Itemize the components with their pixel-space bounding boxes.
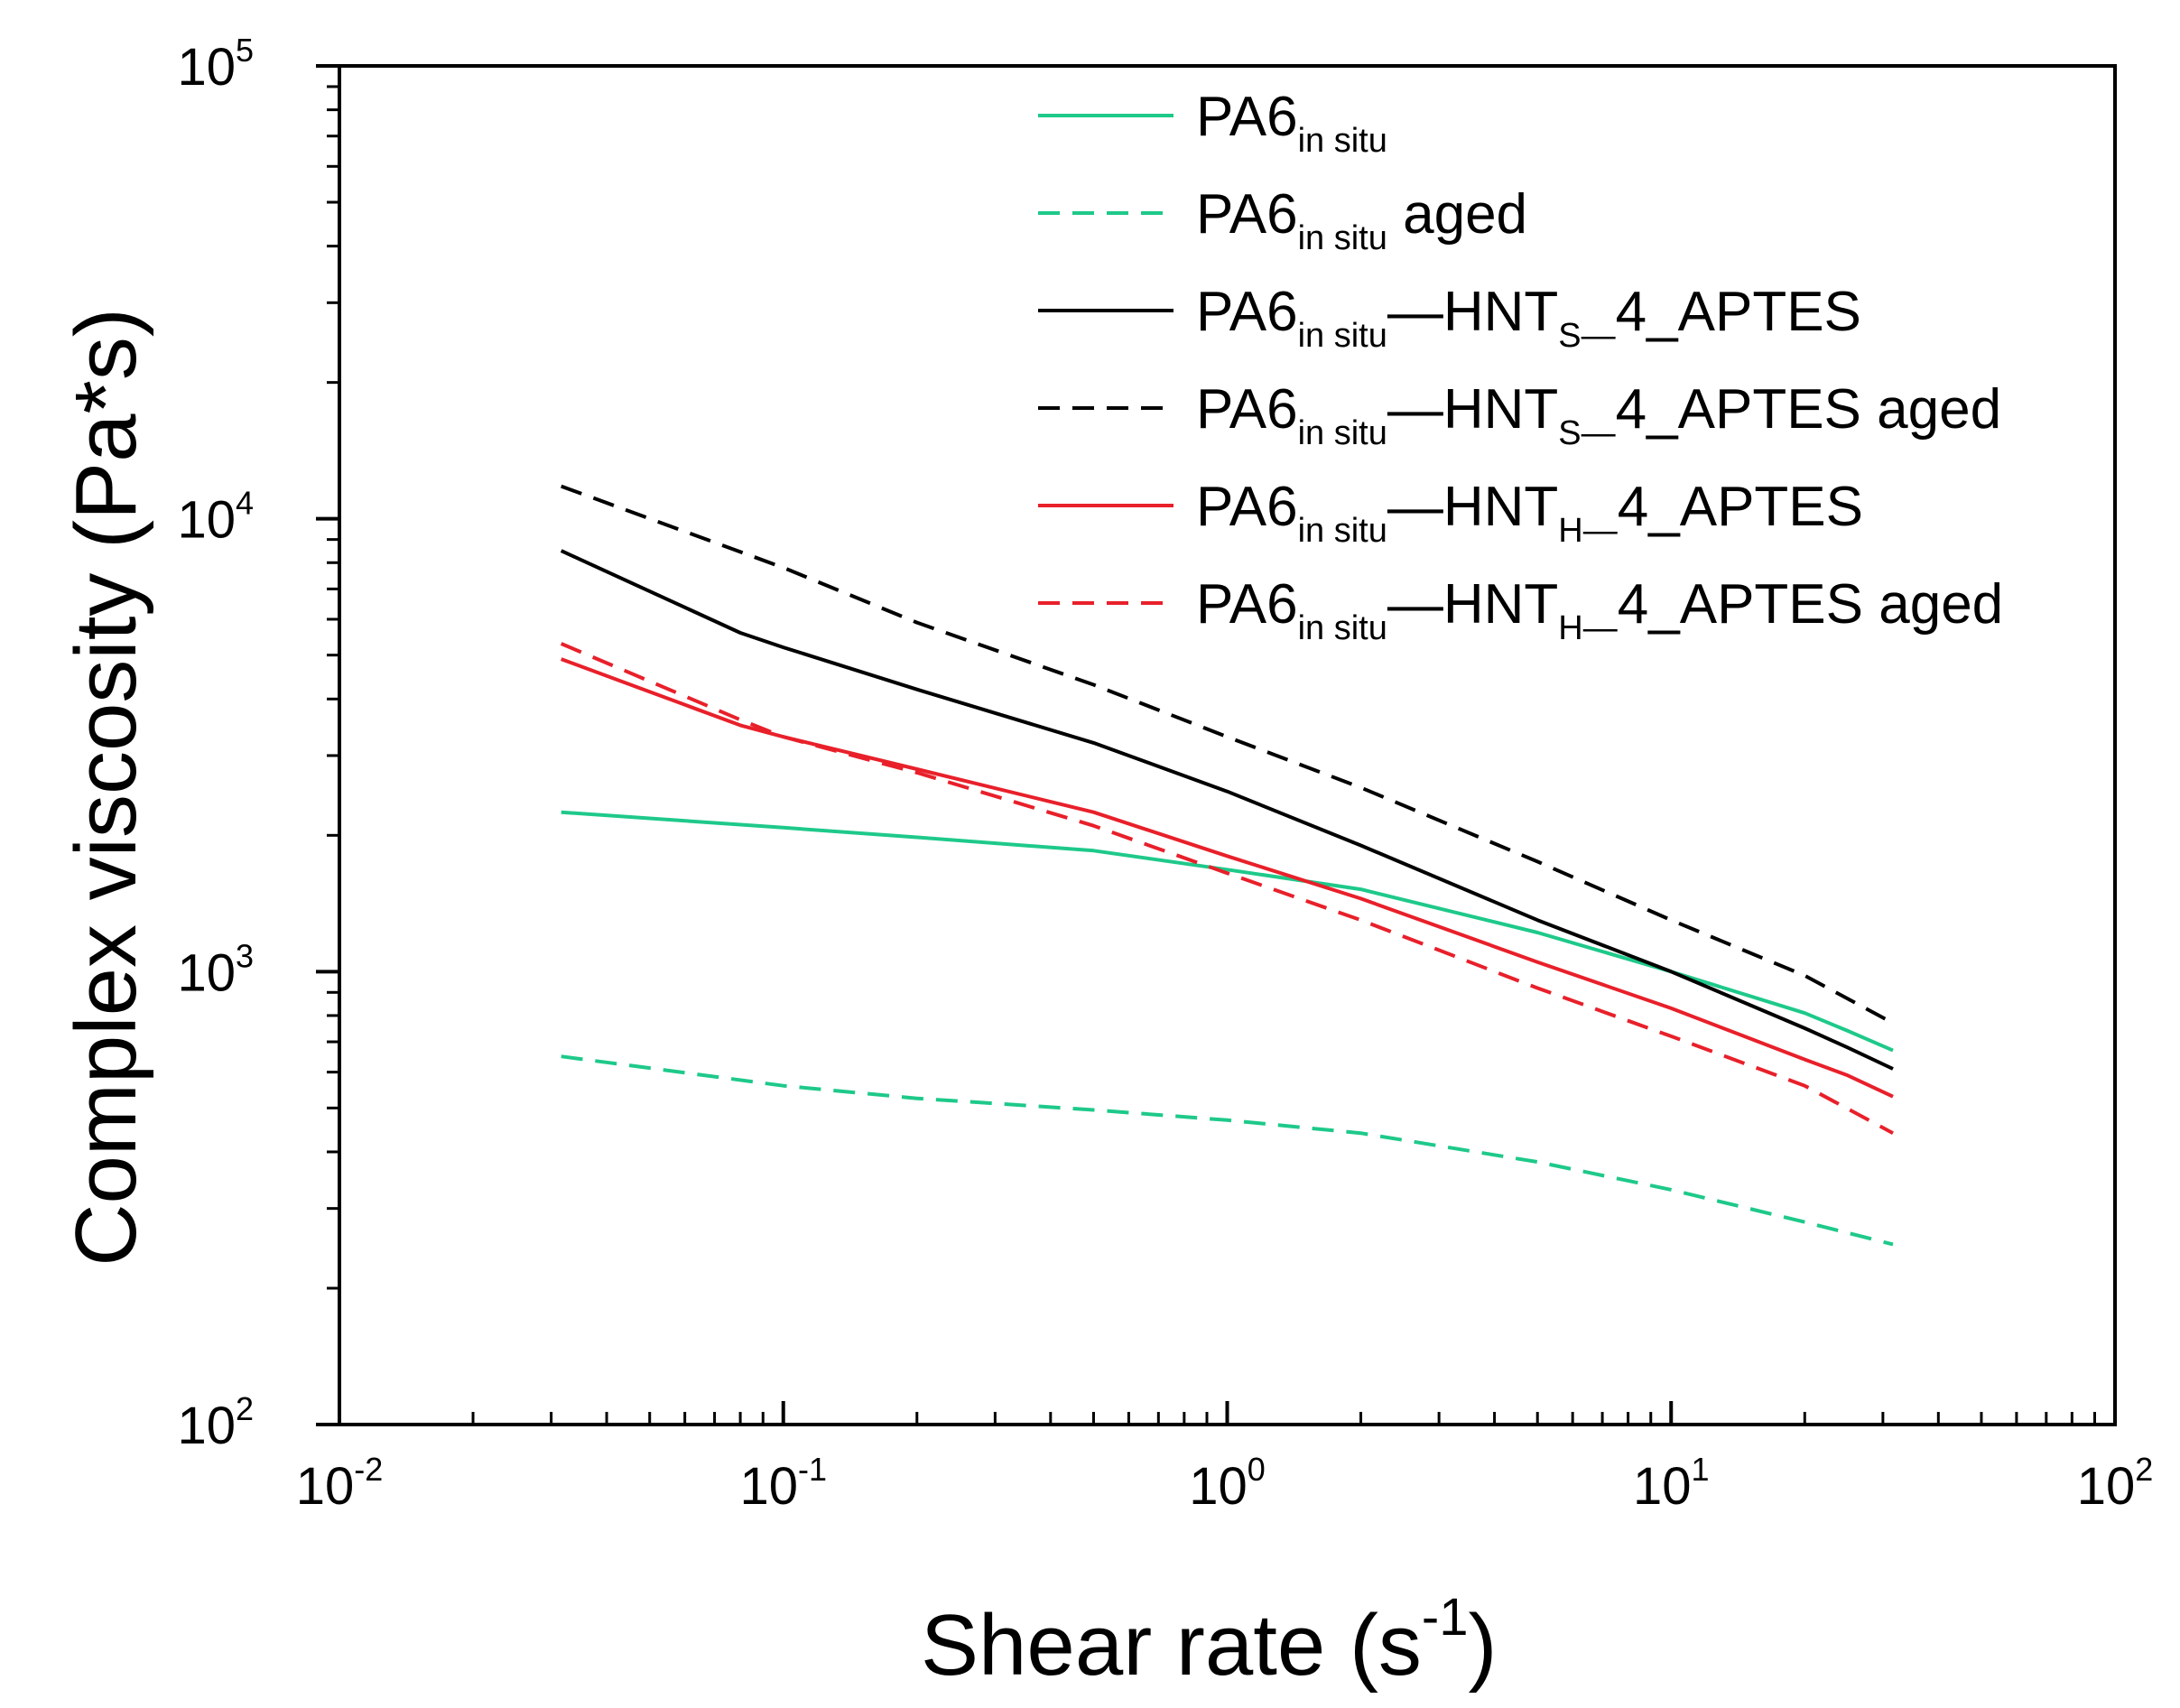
legend-sub: in situ xyxy=(1298,609,1387,647)
legend-main: PA6 xyxy=(1196,476,1298,538)
legend-sub: in situ xyxy=(1298,122,1387,160)
legend-label-1: PA6in situ xyxy=(1196,86,1387,160)
legend-tail: 4_APTES aged xyxy=(1618,573,2003,636)
legend-sub: in situ xyxy=(1298,317,1387,355)
y-tick-base: 10 xyxy=(177,38,236,97)
y-tick-base: 10 xyxy=(177,1397,236,1455)
x-tick-exp: 0 xyxy=(1248,1451,1266,1488)
legend-main: PA6 xyxy=(1196,573,1298,636)
x-tick-label: 10-1 xyxy=(739,1451,827,1516)
legend-label-3: PA6in situ—HNTS—4_APTES xyxy=(1196,281,1861,355)
x-axis-title-exp: -1 xyxy=(1422,1588,1469,1647)
legend-main: PA6 xyxy=(1196,378,1298,441)
legend-mid: —HNT xyxy=(1387,378,1558,441)
legend-tail: aged xyxy=(1387,183,1527,246)
legend-main: PA6 xyxy=(1196,86,1298,148)
legend-tail: 4_APTES xyxy=(1616,281,1861,343)
x-axis-title-main: Shear rate (s xyxy=(921,1597,1422,1694)
legend-sub: S— xyxy=(1558,317,1615,355)
legend-mid: —HNT xyxy=(1387,281,1558,343)
x-tick-base: 10 xyxy=(2077,1457,2136,1516)
legend-sub: in situ xyxy=(1298,219,1387,257)
y-tick-exp: 3 xyxy=(236,937,254,974)
legend-label-5: PA6in situ—HNTH—4_APTES xyxy=(1196,476,1863,550)
x-tick-label: 10-2 xyxy=(296,1451,384,1516)
series-line-2 xyxy=(561,1054,1894,1247)
x-axis-title-close: ) xyxy=(1468,1597,1497,1694)
legend-tail: 4_APTES xyxy=(1618,476,1863,538)
series-line-4 xyxy=(561,484,1894,1026)
y-tick-exp: 5 xyxy=(236,32,254,69)
legend-label-4: PA6in situ—HNTS—4_APTES aged xyxy=(1196,378,2001,452)
x-tick-label: 101 xyxy=(1633,1451,1710,1516)
y-axis-title: Complex viscosity (Pa*s) xyxy=(58,308,154,1267)
legend-main: PA6 xyxy=(1196,183,1298,246)
y-tick-exp: 2 xyxy=(236,1390,254,1427)
legend-sub: in situ xyxy=(1298,512,1387,550)
legend-mid: —HNT xyxy=(1387,476,1558,538)
x-tick-base: 10 xyxy=(1633,1457,1692,1516)
legend-sub: H— xyxy=(1558,609,1617,647)
legend-sub: S— xyxy=(1558,414,1615,452)
y-tick-label: 105 xyxy=(177,32,254,97)
x-tick-base: 10 xyxy=(739,1457,798,1516)
legend-label-2: PA6in situ aged xyxy=(1196,183,1527,257)
plot-area xyxy=(560,484,1894,1247)
legend-mid: —HNT xyxy=(1387,573,1558,636)
y-tick-base: 10 xyxy=(177,491,236,550)
legend-sub: H— xyxy=(1558,512,1617,550)
legend-sub: in situ xyxy=(1298,414,1387,452)
y-tick-exp: 4 xyxy=(236,485,254,522)
series-line-5 xyxy=(561,657,1894,1099)
x-tick-base: 10 xyxy=(296,1457,355,1516)
y-tick-base: 10 xyxy=(177,943,236,1002)
series-line-1 xyxy=(561,810,1894,1053)
x-axis-title: Shear rate (s-1) xyxy=(921,1588,1497,1694)
plot-frame xyxy=(338,64,2117,1426)
y-tick-label: 103 xyxy=(177,937,254,1002)
y-tick-label: 102 xyxy=(177,1390,254,1455)
x-tick-base: 10 xyxy=(1189,1457,1248,1516)
x-tick-exp: 1 xyxy=(1691,1451,1709,1488)
x-tick-exp: -2 xyxy=(354,1451,383,1488)
y-tick-label: 104 xyxy=(177,485,254,550)
series-line-3 xyxy=(560,549,1894,1071)
x-tick-exp: -1 xyxy=(798,1451,827,1488)
x-tick-exp: 2 xyxy=(2135,1451,2153,1488)
series-line-6 xyxy=(560,642,1894,1135)
legend-main: PA6 xyxy=(1196,281,1298,343)
legend-label-6: PA6in situ—HNTH—4_APTES aged xyxy=(1196,573,2003,647)
x-tick-label: 102 xyxy=(2077,1451,2154,1516)
x-tick-label: 100 xyxy=(1189,1451,1266,1516)
legend-tail: 4_APTES aged xyxy=(1616,378,2001,441)
